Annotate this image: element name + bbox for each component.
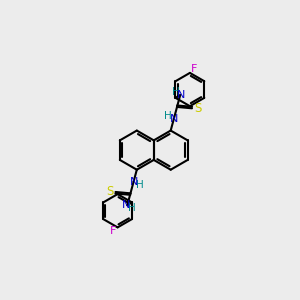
Text: H: H bbox=[128, 203, 136, 213]
Text: H: H bbox=[136, 180, 143, 190]
Text: H: H bbox=[164, 110, 172, 121]
Text: S: S bbox=[194, 102, 202, 115]
Text: S: S bbox=[106, 185, 113, 199]
Text: N: N bbox=[130, 176, 138, 187]
Text: N: N bbox=[122, 200, 130, 210]
Text: N: N bbox=[177, 90, 186, 100]
Text: F: F bbox=[110, 226, 116, 236]
Text: H: H bbox=[172, 87, 179, 97]
Text: N: N bbox=[170, 114, 178, 124]
Text: F: F bbox=[191, 64, 197, 74]
